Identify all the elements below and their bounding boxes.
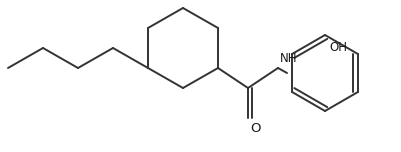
Text: O: O: [250, 122, 261, 135]
Text: NH: NH: [280, 52, 298, 65]
Text: OH: OH: [329, 41, 347, 54]
